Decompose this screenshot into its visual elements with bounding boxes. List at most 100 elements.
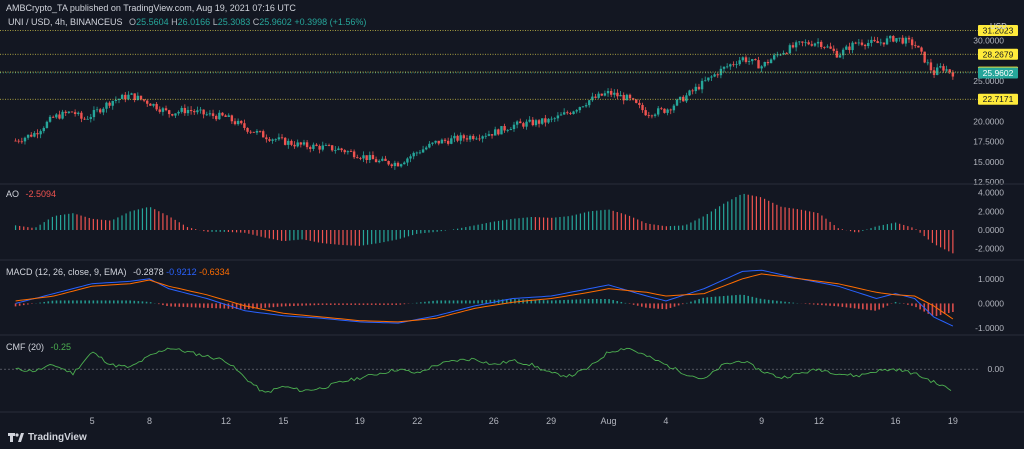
y-tick-label: 12.5000 [973, 177, 1004, 187]
candle-down [490, 134, 494, 136]
candle-down [876, 41, 879, 44]
candle-down [854, 42, 857, 44]
candle-up [562, 112, 566, 115]
candle-down [807, 42, 810, 45]
candle-up [678, 96, 682, 100]
candle-up [804, 42, 807, 44]
candle-up [772, 55, 776, 60]
candle-down [848, 46, 851, 51]
cmf-legend: CMF (20) -0.25 [6, 342, 71, 352]
y-tick-label: 30.0000 [973, 35, 1004, 45]
candle-up [779, 54, 782, 56]
candle-up [152, 103, 155, 106]
candle-up [302, 142, 306, 145]
candle-down [910, 39, 914, 46]
cmf-value: -0.25 [50, 342, 72, 352]
candle-up [77, 112, 80, 115]
candle-down [544, 118, 547, 123]
candle-up [346, 151, 350, 153]
candle-up [591, 96, 594, 101]
candle-down [594, 96, 597, 98]
x-tick-label: 12 [221, 416, 231, 426]
candle-up [826, 46, 829, 48]
candle-up [798, 41, 801, 43]
candle-down [622, 94, 625, 101]
candle-down [832, 48, 835, 51]
candle-down [349, 151, 353, 152]
candle-up [672, 105, 676, 111]
candle-down [202, 109, 205, 115]
candle-up [816, 41, 820, 44]
candle-down [446, 140, 450, 144]
candle-up [412, 152, 415, 157]
level-label-bg [978, 93, 1018, 105]
candle-down [230, 115, 234, 122]
ao-value: -2.5094 [25, 189, 57, 199]
candle-up [751, 59, 754, 62]
candle-up [236, 120, 240, 125]
candle-down [283, 137, 287, 145]
candle-up [500, 126, 503, 135]
candle-down [647, 115, 650, 117]
candle-up [534, 120, 538, 126]
candle-up [89, 117, 92, 119]
candle-down [387, 160, 390, 165]
candle-down [293, 144, 296, 147]
x-tick-label: 26 [489, 416, 499, 426]
candle-up [287, 140, 290, 145]
y-tick-label: 25.0000 [973, 76, 1004, 86]
candle-up [572, 111, 575, 115]
candle-down [17, 140, 20, 142]
candle-down [531, 119, 535, 126]
candle-up [722, 66, 726, 69]
y-tick-label: 17.5000 [973, 137, 1004, 147]
signal-line-value: -0.6334 [199, 267, 230, 277]
candle-down [801, 41, 804, 43]
candle-down [167, 110, 171, 115]
x-tick-label: 22 [412, 416, 422, 426]
candle-up [939, 66, 942, 68]
candle-up [403, 162, 406, 165]
candle-up [321, 145, 324, 150]
candle-down [923, 51, 926, 63]
candle-up [776, 54, 779, 56]
candle-down [901, 37, 904, 44]
candle-up [597, 93, 600, 98]
candle-up [885, 38, 889, 45]
x-tick-label: 29 [546, 416, 556, 426]
candle-down [146, 100, 149, 104]
candle-down [785, 52, 788, 54]
candle-up [368, 155, 371, 160]
candle-up [525, 121, 528, 127]
macd-legend: MACD (12, 26, close, 9, EMA) -0.2878 -0.… [6, 267, 230, 277]
candle-up [425, 147, 428, 150]
candle-up [493, 129, 497, 136]
candle-down [497, 129, 500, 135]
candle-down [600, 93, 603, 96]
candle-up [196, 110, 199, 113]
close-label: C [252, 17, 260, 27]
candle-up [399, 164, 403, 167]
candle-down [537, 120, 541, 124]
candle-up [547, 118, 550, 123]
candle-up [127, 94, 130, 100]
x-tick-label: 15 [278, 416, 288, 426]
x-tick-label: 4 [663, 416, 668, 426]
candle-up [735, 64, 738, 66]
candle-up [130, 93, 133, 95]
level-label-bg [978, 25, 1018, 37]
candle-down [914, 45, 917, 47]
y-tick-label: 1.0000 [978, 274, 1004, 284]
candle-up [653, 114, 657, 116]
candle-down [243, 123, 246, 128]
candle-down [80, 112, 83, 119]
candle-up [33, 133, 36, 137]
candle-down [744, 57, 748, 62]
candle-up [688, 90, 691, 96]
candle-up [509, 129, 513, 131]
candle-up [945, 69, 948, 71]
macd-hist-value: -0.2878 [133, 267, 164, 277]
y-tick-label: 0.0000 [978, 298, 1004, 308]
candle-down [929, 62, 933, 71]
